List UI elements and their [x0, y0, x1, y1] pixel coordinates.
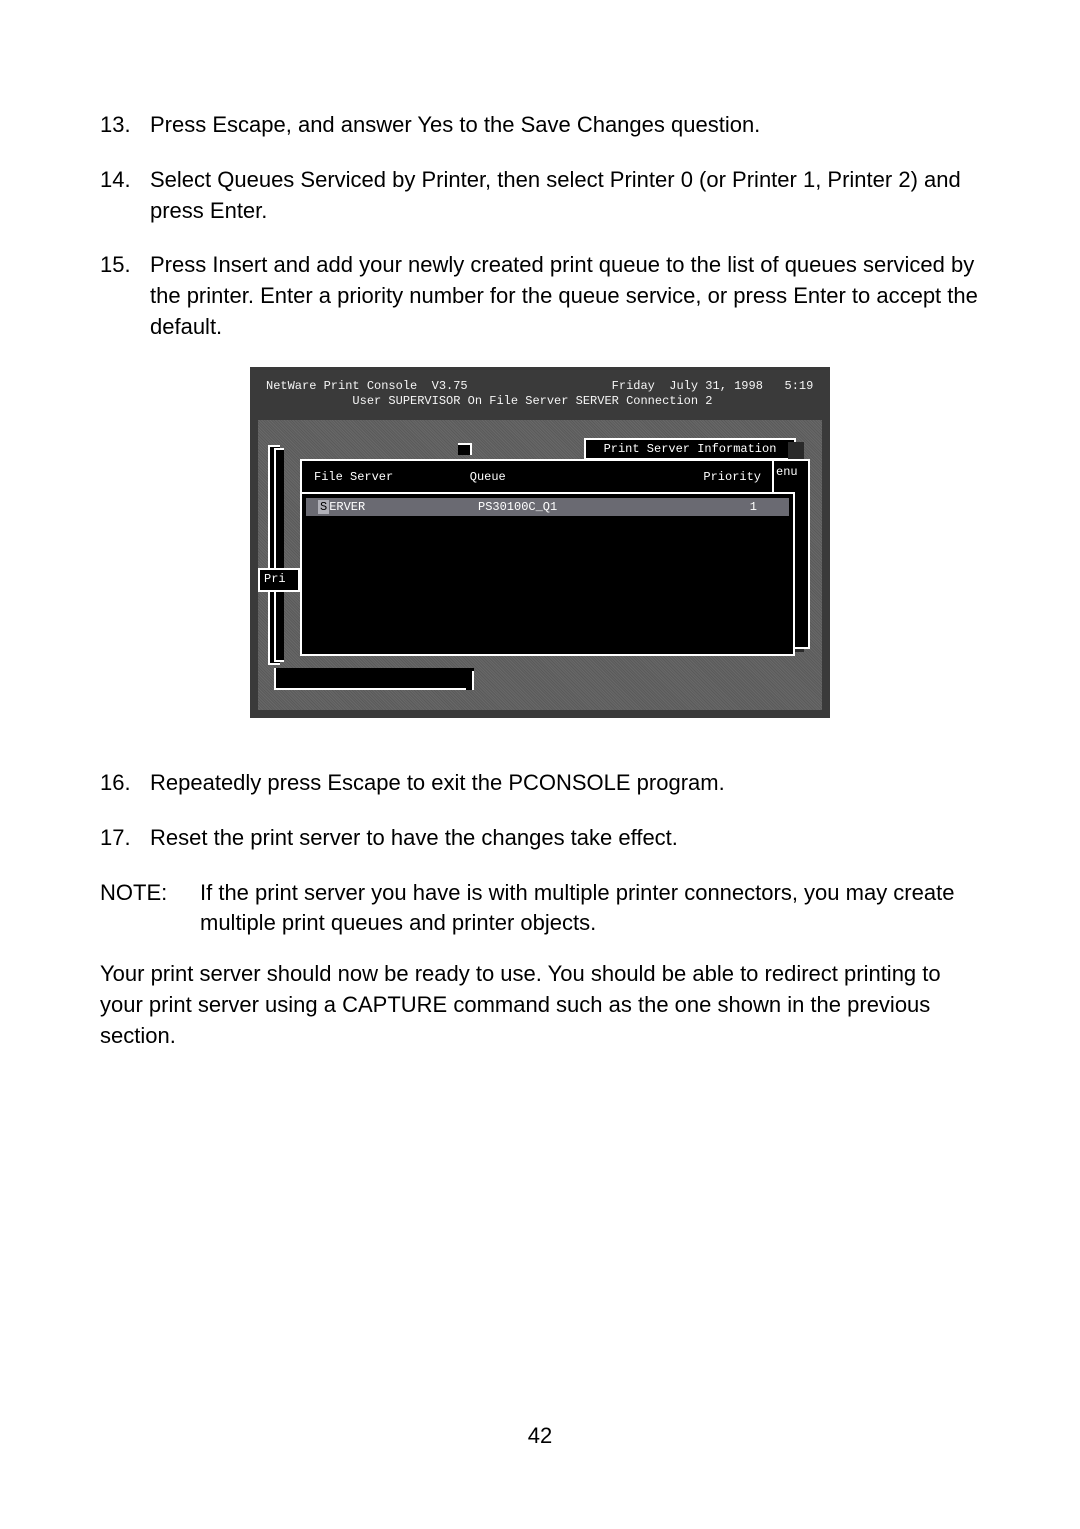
step-13: 13. Press Escape, and answer Yes to the … — [100, 110, 980, 141]
frame-connector — [458, 443, 472, 455]
step-text: Select Queues Serviced by Printer, then … — [150, 165, 980, 227]
cell-server: SERVER — [318, 500, 478, 514]
col-file-server: File Server — [314, 470, 470, 484]
table-row[interactable]: SERVER PS30100C_Q1 1 — [306, 498, 789, 516]
screenshot-figure: NetWare Print Console V3.75 Friday July … — [100, 367, 980, 718]
note-label: NOTE: — [100, 878, 200, 940]
step-16: 16. Repeatedly press Escape to exit the … — [100, 768, 980, 799]
page-number: 42 — [0, 1423, 1080, 1449]
left-frame-inner — [274, 448, 284, 662]
app-title: NetWare Print Console V3.75 — [266, 379, 468, 393]
info-title-box: Print Server Information — [584, 438, 796, 460]
bottom-frame — [274, 668, 474, 690]
col-queue: Queue — [470, 470, 704, 484]
note-block: NOTE: If the print server you have is wi… — [100, 878, 980, 940]
queue-table-header: File Server Queue Priority — [300, 459, 795, 494]
console-screenshot: NetWare Print Console V3.75 Friday July … — [250, 367, 830, 718]
step-17: 17. Reset the print server to have the c… — [100, 823, 980, 854]
step-num: 14. — [100, 165, 150, 227]
step-num: 17. — [100, 823, 150, 854]
server-rest: ERVER — [329, 500, 365, 514]
queue-table-body: SERVER PS30100C_Q1 1 — [300, 492, 795, 656]
console-header: NetWare Print Console V3.75 Friday July … — [258, 375, 822, 420]
step-num: 15. — [100, 250, 150, 342]
step-text: Repeatedly press Escape to exit the PCON… — [150, 768, 980, 799]
final-paragraph: Your print server should now be ready to… — [100, 959, 980, 1051]
step-num: 13. — [100, 110, 150, 141]
step-text: Reset the print server to have the chang… — [150, 823, 980, 854]
cell-priority: 1 — [718, 500, 777, 514]
step-text: Press Escape, and answer Yes to the Save… — [150, 110, 980, 141]
step-15: 15. Press Insert and add your newly crea… — [100, 250, 980, 342]
user-line: User SUPERVISOR On File Server SERVER Co… — [352, 394, 712, 408]
console-body: Print Server Information File Server Que… — [258, 420, 822, 710]
step-14: 14. Select Queues Serviced by Printer, t… — [100, 165, 980, 227]
note-text: If the print server you have is with mul… — [200, 878, 980, 940]
col-priority: Priority — [703, 470, 781, 484]
step-text: Press Insert and add your newly created … — [150, 250, 980, 342]
cell-queue: PS30100C_Q1 — [478, 500, 718, 514]
date-text: Friday July 31, 1998 5:19 — [612, 379, 814, 393]
bottom-frame2 — [466, 671, 474, 690]
step-num: 16. — [100, 768, 150, 799]
pri-label-box: Pri — [258, 568, 300, 592]
server-first-char: S — [318, 500, 329, 514]
doc-body: 13. Press Escape, and answer Yes to the … — [100, 110, 980, 1052]
